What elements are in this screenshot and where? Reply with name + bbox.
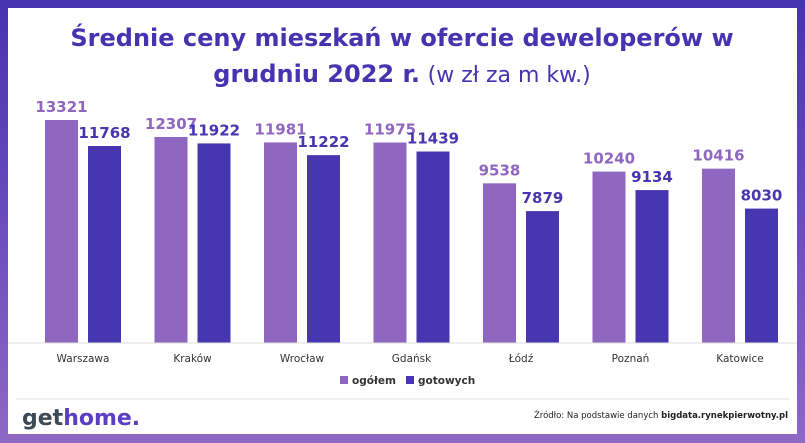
chart-title-unit: (w zł za m kw.) — [428, 63, 591, 88]
chart-title-line1: Średnie ceny mieszkań w ofercie dewelope… — [70, 22, 733, 52]
bar-gotowych — [88, 145, 121, 343]
data-label: 11981 — [254, 120, 306, 138]
bar-gotowych — [307, 155, 340, 343]
data-label: 11222 — [297, 133, 349, 151]
gethome-logo: gethome. — [22, 406, 140, 431]
category-label: Gdańsk — [392, 353, 432, 365]
bar-ogółem — [45, 120, 78, 343]
data-label: 12307 — [145, 115, 197, 133]
chart-title-line2: grudniu 2022 r. (w zł za m kw.) — [213, 60, 590, 88]
category-label: Łódź — [508, 353, 534, 365]
bar-gotowych — [416, 151, 450, 343]
data-label: 11975 — [364, 121, 416, 139]
bar-gotowych — [745, 208, 778, 343]
data-label: 11768 — [78, 124, 130, 142]
category-label: Poznań — [612, 353, 650, 365]
data-label: 10240 — [583, 150, 635, 168]
source-link[interactable]: bigdata.rynekpierwotny.pl — [661, 411, 788, 421]
category-label: Kraków — [173, 353, 212, 365]
bar-ogółem — [264, 142, 297, 343]
legend-swatch — [406, 376, 414, 384]
bar-ogółem — [483, 183, 516, 343]
bar-ogółem — [592, 171, 626, 343]
bar-gotowych — [197, 143, 231, 343]
data-label: 13321 — [35, 98, 87, 116]
data-label: 10416 — [692, 147, 744, 165]
bar-ogółem — [702, 168, 735, 343]
category-label: Wrocław — [280, 353, 325, 365]
data-label: 9134 — [631, 168, 673, 186]
legend: ogółem gotowych — [340, 375, 475, 387]
legend-label: ogółem — [352, 375, 396, 387]
bar-gotowych — [526, 211, 559, 343]
legend-label: gotowych — [418, 375, 475, 387]
data-label: 11439 — [407, 130, 459, 148]
category-label: Warszawa — [57, 353, 110, 365]
data-label: 7879 — [522, 189, 564, 207]
bar-ogółem — [373, 142, 407, 343]
source-note: Źródło: Na podstawie danych bigdata.ryne… — [534, 409, 788, 421]
data-label: 9538 — [479, 161, 521, 179]
chart-title-bold: grudniu 2022 r. — [213, 60, 420, 88]
bar-gotowych — [635, 190, 669, 343]
data-label: 8030 — [741, 187, 783, 205]
data-label: 11922 — [188, 121, 240, 139]
legend-swatch — [340, 376, 348, 384]
bar-ogółem — [154, 136, 188, 343]
category-label: Katowice — [716, 353, 763, 365]
